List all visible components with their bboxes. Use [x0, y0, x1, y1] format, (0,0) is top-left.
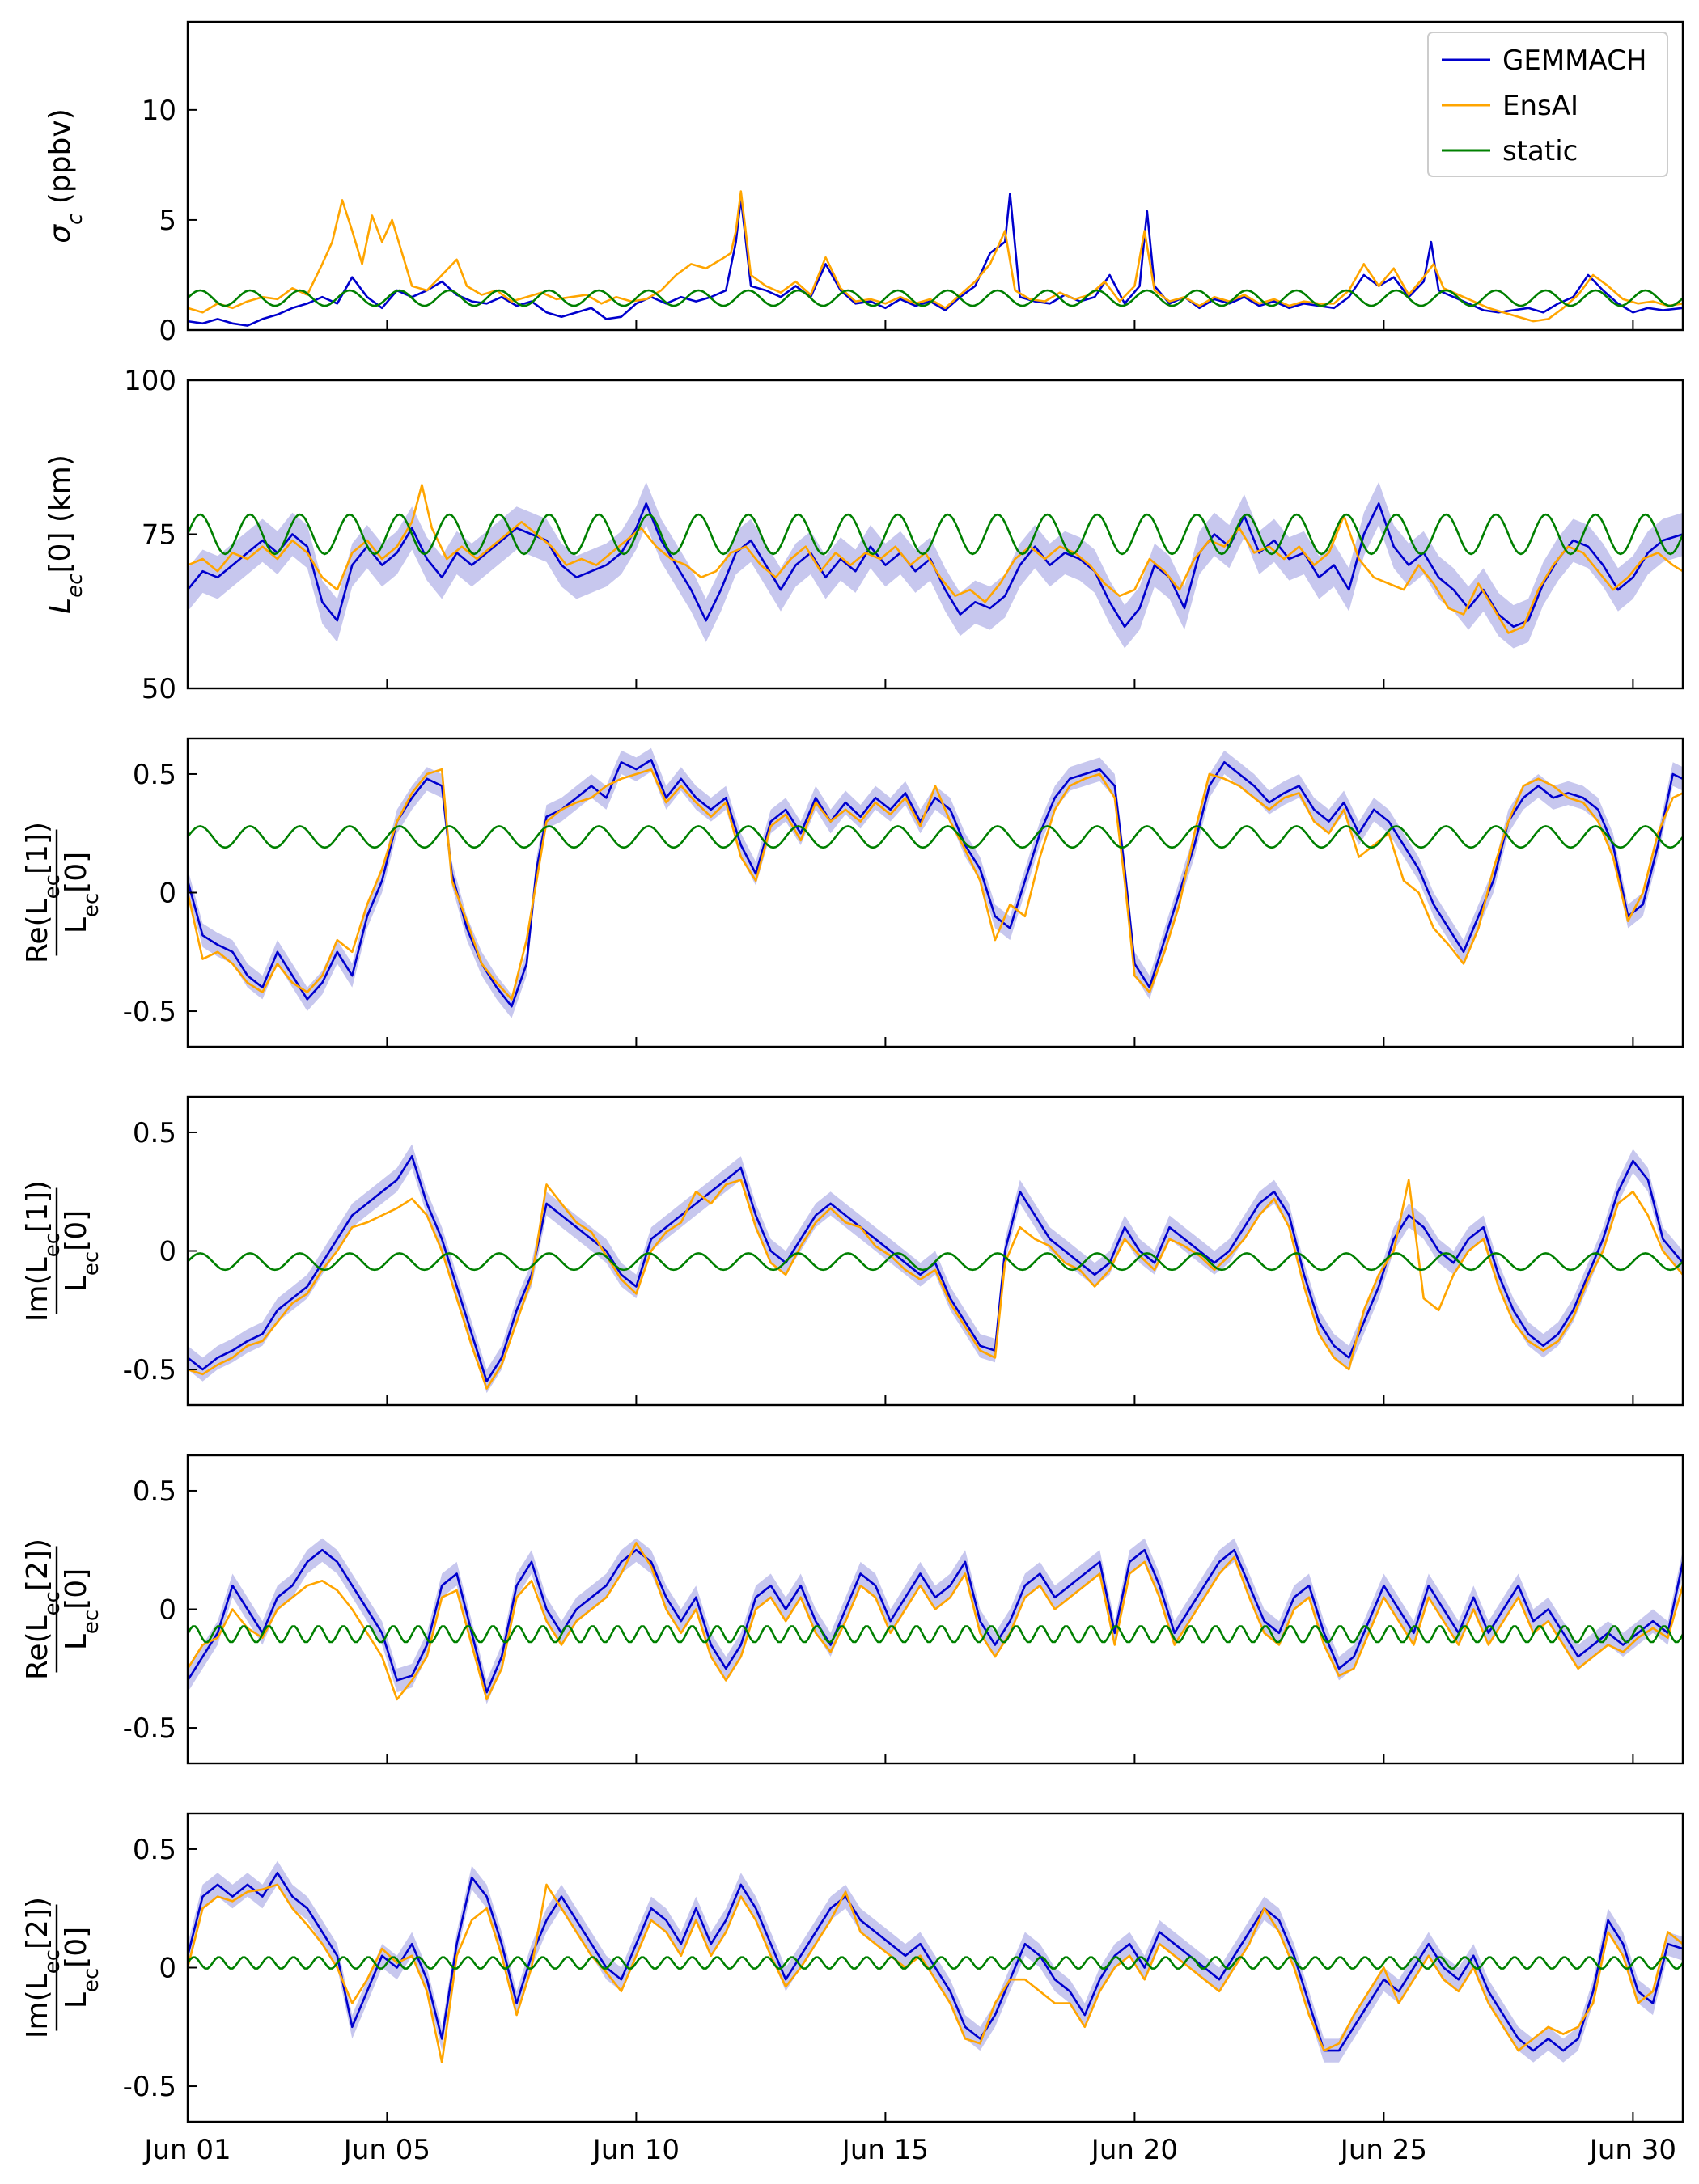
x-tick-label: Jun 05 [342, 2134, 430, 2166]
panel-1: 0 5 10 σc (ppbv) [44, 20, 1684, 347]
series-line-gemmach [188, 1155, 1683, 1382]
series-line-ensai [188, 1542, 1683, 1701]
panel-2: 50 75 100 Lec[0] (km) [44, 365, 1684, 705]
series-line-ensai [188, 484, 1683, 634]
series-line-gemmach [188, 1872, 1683, 2052]
y-tick-label: 75 [142, 519, 176, 552]
y-tick-label: 0.5 [133, 1475, 176, 1508]
series-line-static [188, 1625, 1683, 1644]
x-tick-label: Jun 15 [841, 2134, 929, 2166]
y-tick-label: 0 [159, 1594, 176, 1627]
series-line-gemmach [188, 1548, 1683, 1694]
plot-area [188, 747, 1683, 1018]
y-tick-label: 50 [142, 673, 176, 705]
panel-frame [186, 737, 1684, 1048]
y-axis-label: Lec[0] (km) [44, 455, 87, 614]
panel-6: -0.5 0 0.5 Jun 01 Jun 05 Jun 10 Jun 15 Jun 20 Ju… [21, 1812, 1684, 2166]
y-tick-label: -0.5 [123, 996, 176, 1028]
panels-group: 0 5 10 σc (ppbv) 50 75 100 Lec[0] (km) -0.5 0 0.5 R… [21, 20, 1684, 2166]
series-line-ensai [188, 190, 1683, 323]
y-label-denominator: Lec[0] [60, 1210, 104, 1292]
series-line-static [188, 1252, 1683, 1272]
x-tick-label: Jun 20 [1090, 2134, 1178, 2166]
panel-4: -0.5 0 0.5 Im(Lec[1])Lec[0] [21, 1095, 1684, 1407]
y-label-denominator: Lec[0] [60, 1568, 104, 1650]
y-label-denominator: Lec[0] [60, 852, 104, 933]
plot-area [188, 1538, 1683, 1704]
plot-area [188, 1860, 1683, 2063]
y-axis-label-fraction: Re(Lec[2])Lec[0] [21, 1539, 104, 1680]
y-label-numerator: Re(Lec[1]) [21, 822, 65, 963]
panel-frame [186, 20, 1684, 332]
y-tick-label: 0.5 [133, 759, 176, 791]
legend-label-ensai: EnsAI [1502, 90, 1578, 122]
uncertainty-band [188, 1144, 1683, 1394]
x-tick-label: Jun 25 [1339, 2134, 1427, 2166]
y-tick-label: 0 [159, 315, 176, 347]
uncertainty-band [188, 481, 1683, 649]
y-label-numerator: Im(Lec[2]) [21, 1897, 65, 2038]
y-label-numerator: Im(Lec[1]) [21, 1180, 65, 1322]
y-axis-label-fraction: Im(Lec[2])Lec[0] [21, 1897, 104, 2038]
legend-label-gemmach: GEMMACH [1502, 44, 1646, 77]
plot-area [188, 190, 1683, 327]
y-tick-label: 0.5 [133, 1117, 176, 1149]
panel-3: -0.5 0 0.5 Re(Lec[1])Lec[0] [21, 737, 1684, 1048]
y-tick-label: -0.5 [123, 2071, 176, 2103]
x-tick-label: Jun 10 [591, 2134, 680, 2166]
series-line-static [188, 1956, 1683, 1970]
y-tick-label: 100 [124, 365, 176, 397]
y-axis-label-fraction: Re(Lec[1])Lec[0] [21, 822, 104, 963]
plot-area [188, 481, 1683, 649]
uncertainty-band [188, 1538, 1683, 1704]
x-tick-label: Jun 30 [1588, 2134, 1676, 2166]
series-line-static [188, 825, 1683, 849]
panel-5: -0.5 0 0.5 Re(Lec[2])Lec[0] [21, 1454, 1684, 1765]
series-line-ensai [188, 768, 1683, 1001]
y-label-denominator: Lec[0] [60, 1927, 104, 2008]
y-tick-label: 0 [159, 1953, 176, 1985]
y-tick-label: 10 [142, 95, 176, 127]
legend-frame [1427, 32, 1668, 177]
y-tick-label: -0.5 [123, 1354, 176, 1386]
y-tick-label: -0.5 [123, 1712, 176, 1745]
series-line-gemmach [188, 193, 1683, 327]
plot-area [188, 1144, 1683, 1394]
y-tick-label: 0 [159, 878, 176, 910]
series-line-static [188, 513, 1683, 556]
y-axis-label: σc (ppbv) [44, 108, 87, 243]
y-tick-label: 5 [159, 205, 176, 237]
y-axis-label-fraction: Im(Lec[1])Lec[0] [21, 1180, 104, 1322]
y-tick-label: 0 [159, 1236, 176, 1268]
y-label-numerator: Re(Lec[2]) [21, 1539, 65, 1680]
y-tick-label: 0.5 [133, 1834, 176, 1866]
legend-label-static: static [1502, 135, 1578, 167]
series-line-ensai [188, 1179, 1683, 1390]
series-line-gemmach [188, 759, 1683, 1008]
legend: GEMMACH EnsAI static [1427, 32, 1668, 177]
series-line-static [188, 289, 1683, 307]
uncertainty-band [188, 747, 1683, 1018]
x-tick-label: Jun 01 [142, 2134, 231, 2166]
